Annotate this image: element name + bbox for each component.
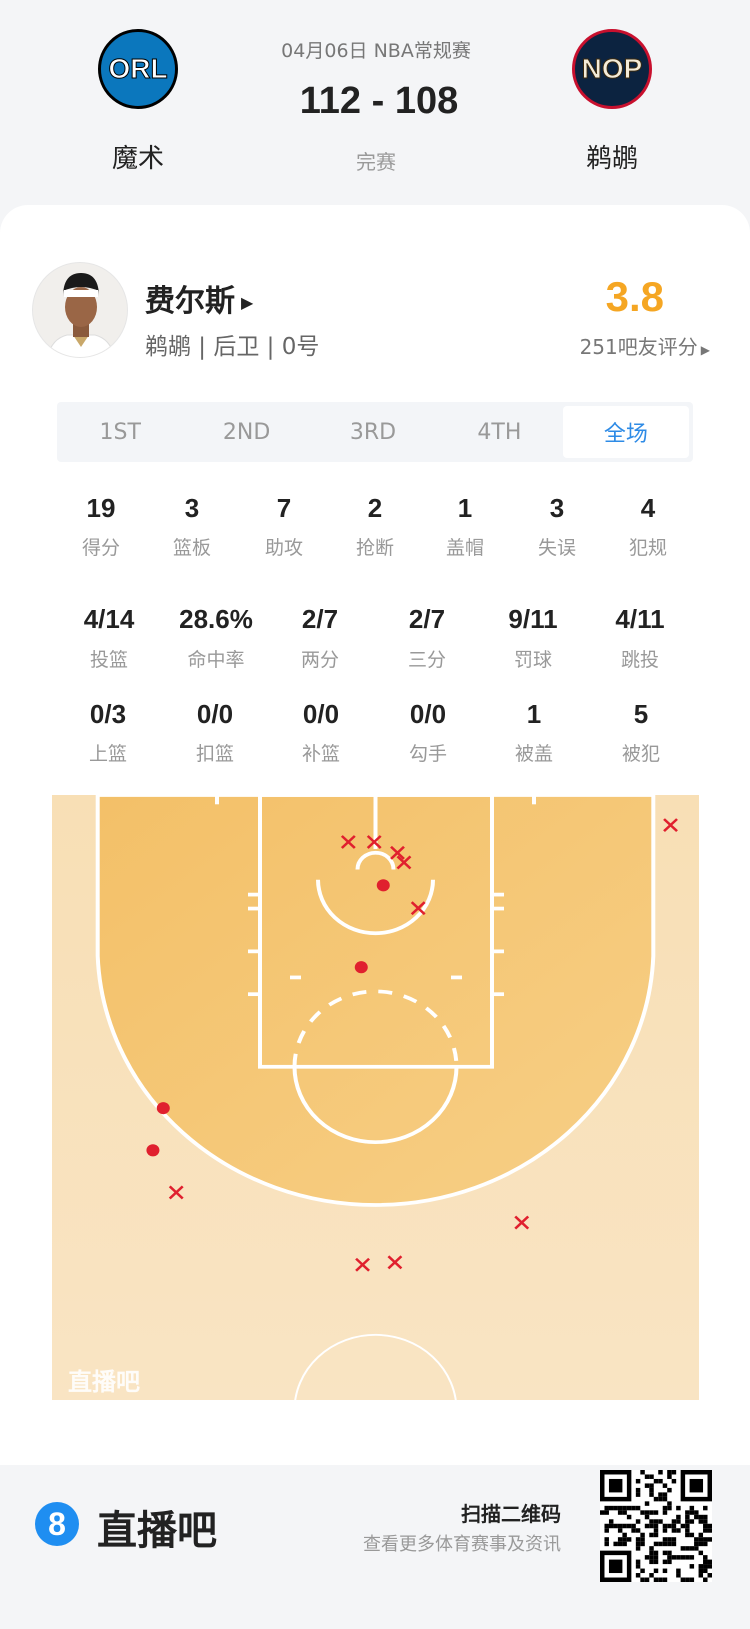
- stat-label: 盖帽: [445, 537, 485, 559]
- caret-right-icon: ▶: [700, 343, 710, 357]
- brand-logo-icon: 8: [35, 1502, 79, 1546]
- stat-value: 0/0: [302, 699, 340, 729]
- game-status: 完赛: [356, 150, 396, 174]
- inner-arc: [316, 879, 435, 936]
- missed-shot-marker: [663, 818, 678, 833]
- stat-label: 补篮: [301, 743, 341, 765]
- player-photo-icon: [46, 273, 116, 357]
- watermark: 直播吧: [68, 1368, 140, 1396]
- game-score: 112 - 108: [299, 80, 459, 122]
- logo-text: NOP: [581, 53, 643, 85]
- away-team-name: 鹈鹕: [585, 144, 639, 174]
- missed-shot-marker: [387, 1255, 403, 1270]
- stat-value: 3: [184, 493, 200, 523]
- missed-shot-marker: [410, 901, 426, 916]
- court-svg: [52, 793, 699, 1487]
- stat-value: 28.6%: [179, 604, 253, 634]
- made-shot-marker: [156, 1102, 170, 1115]
- stat-value: 4/14: [83, 604, 135, 634]
- free-throw-circle-bottom: [292, 1066, 459, 1145]
- game-date-league: 04月06日 NBA常规赛: [281, 40, 471, 62]
- stat-value: 2/7: [408, 604, 446, 634]
- stat-label: 得分: [81, 537, 121, 559]
- stat-label: 被犯: [621, 743, 661, 765]
- stat-label: 抢断: [355, 537, 395, 559]
- stat-value: 4: [640, 493, 656, 523]
- missed-shot-marker: [168, 1185, 184, 1200]
- stat-label: 助攻: [264, 537, 304, 559]
- stat-label: 被盖: [514, 743, 554, 765]
- tab-3rd[interactable]: 3RD: [349, 419, 397, 445]
- shot-chart: [52, 793, 699, 1487]
- stat-label: 三分: [407, 649, 447, 671]
- stat-value: 9/11: [508, 604, 558, 634]
- orl-team-logo[interactable]: ORL: [98, 29, 178, 109]
- stat-value: 0/3: [89, 699, 127, 729]
- nop-team-logo[interactable]: NOP: [572, 29, 652, 109]
- stat-value: 7: [276, 493, 292, 523]
- stat-label: 扣篮: [195, 743, 235, 765]
- stat-label: 命中率: [187, 649, 245, 671]
- stat-label: 勾手: [408, 743, 448, 765]
- lane-hash-marks: [248, 892, 504, 997]
- stat-label: 上篮: [88, 743, 128, 765]
- player-avatar[interactable]: [32, 262, 128, 358]
- rating-count: 251吧友评分: [579, 335, 698, 359]
- stat-value: 0/0: [409, 699, 447, 729]
- rating-count-link[interactable]: 251吧友评分 ▶: [580, 331, 710, 360]
- tab-1st[interactable]: 1ST: [99, 419, 141, 445]
- made-shot-marker: [146, 1144, 160, 1157]
- made-shot-marker: [376, 879, 390, 892]
- caret-right-icon: ▶: [241, 293, 254, 312]
- stat-label: 跳投: [620, 649, 660, 671]
- scan-qr-title: 扫描二维码: [461, 1502, 561, 1526]
- brand-name: 直播吧: [97, 1508, 217, 1554]
- stat-value: 5: [633, 699, 649, 729]
- stat-value: 19: [86, 493, 116, 523]
- stat-value: 2: [367, 493, 383, 523]
- player-team-position: 鹈鹕 | 后卫 | 0号: [145, 334, 320, 360]
- stat-value: 1: [457, 493, 473, 523]
- restricted-arc: [355, 850, 396, 870]
- stat-label: 两分: [300, 649, 340, 671]
- qr-code[interactable]: [600, 1470, 712, 1582]
- missed-shot-marker: [396, 855, 412, 870]
- stat-label: 犯规: [628, 537, 668, 559]
- player-name: 费尔斯: [145, 284, 235, 319]
- missed-shot-marker: [355, 1257, 370, 1272]
- missed-shot-marker: [366, 835, 382, 849]
- player-rating: 3.8: [605, 273, 664, 320]
- tab-4th[interactable]: 4TH: [477, 419, 522, 445]
- player-name-link[interactable]: 费尔斯 ▶: [145, 276, 253, 320]
- missed-shot-marker: [390, 845, 405, 860]
- missed-shot-marker: [340, 835, 356, 849]
- tab-2nd[interactable]: 2ND: [222, 419, 271, 445]
- missed-shot-marker: [514, 1215, 530, 1230]
- stat-value: 3: [549, 493, 565, 523]
- shots-layer: [146, 818, 678, 1272]
- period-tabs: 1ST 2ND 3RD 4TH 全场: [57, 402, 693, 462]
- stat-value: 1: [526, 699, 542, 729]
- tab-全场[interactable]: 全场: [562, 406, 690, 458]
- scan-qr-subtitle: 查看更多体育赛事及资讯: [363, 1534, 561, 1555]
- stat-label: 篮板: [172, 537, 212, 559]
- made-shot-marker: [354, 961, 368, 974]
- stat-label: 投篮: [89, 649, 129, 671]
- stat-value: 4/11: [615, 604, 665, 634]
- stat-value: 2/7: [301, 604, 339, 634]
- home-team-name: 魔术: [111, 144, 165, 174]
- stat-label: 失误: [537, 537, 577, 559]
- stat-label: 罚球: [513, 649, 553, 671]
- three-point-line: [95, 793, 656, 1207]
- logo-text: ORL: [108, 53, 168, 85]
- stat-value: 0/0: [196, 699, 234, 729]
- free-throw-circle-top: [292, 989, 459, 1067]
